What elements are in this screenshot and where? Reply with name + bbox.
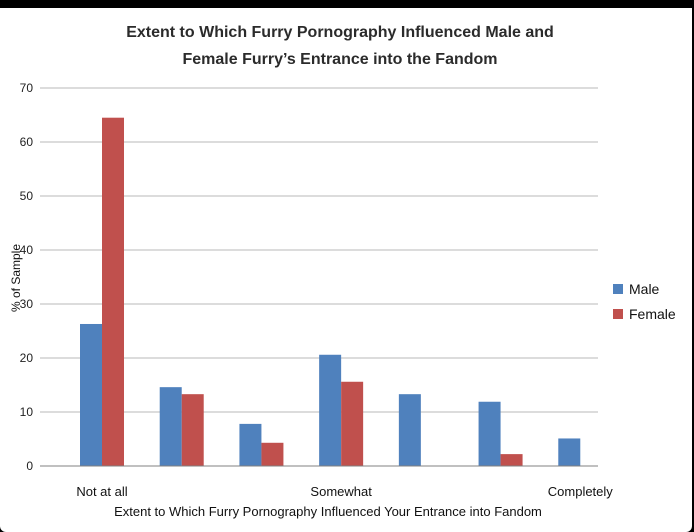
bars (80, 117, 581, 466)
legend-swatch-male (613, 284, 623, 294)
chart-frame: Extent to Which Furry Pornography Influe… (0, 8, 692, 532)
bar-female (102, 117, 124, 466)
x-tick-labels: Not at all Somewhat Completely (76, 484, 613, 499)
bar-male (319, 354, 342, 466)
y-tick-label: 30 (20, 297, 34, 311)
x-tick-label: Not at all (76, 484, 127, 499)
y-tick-label: 0 (26, 459, 33, 473)
y-tick-label: 10 (20, 405, 34, 419)
legend-label-male: Male (629, 281, 660, 297)
y-axis-title: % of Sample (9, 244, 23, 312)
bar-male (239, 423, 262, 466)
bar-male (80, 323, 102, 466)
gridlines (40, 87, 598, 413)
bar-female (500, 454, 523, 466)
bar-male (159, 387, 182, 466)
chart-title-line-1: Extent to Which Furry Pornography Influe… (126, 24, 554, 41)
y-tick-label: 70 (20, 81, 34, 95)
y-tick-labels: 0 10 20 30 40 50 60 70 (20, 81, 34, 473)
x-tick-label: Completely (548, 484, 614, 499)
bar-male (478, 401, 501, 466)
x-tick-label: Somewhat (310, 484, 372, 499)
y-tick-label: 50 (20, 189, 34, 203)
bar-female (181, 394, 204, 466)
bar-female (261, 442, 284, 466)
chart-title-line-2: Female Furry’s Entrance into the Fandom (182, 51, 497, 68)
x-axis-title: Extent to Which Furry Pornography Influe… (114, 504, 542, 519)
legend: Male Female (613, 281, 676, 322)
y-tick-label: 40 (20, 243, 34, 257)
legend-label-female: Female (629, 306, 676, 322)
y-tick-label: 60 (20, 135, 34, 149)
y-tick-label: 20 (20, 351, 34, 365)
bar-male (398, 394, 421, 466)
legend-swatch-female (613, 309, 623, 319)
bar-chart: Extent to Which Furry Pornography Influe… (9, 24, 676, 519)
bar-female (341, 381, 364, 466)
bar-male (558, 438, 581, 466)
